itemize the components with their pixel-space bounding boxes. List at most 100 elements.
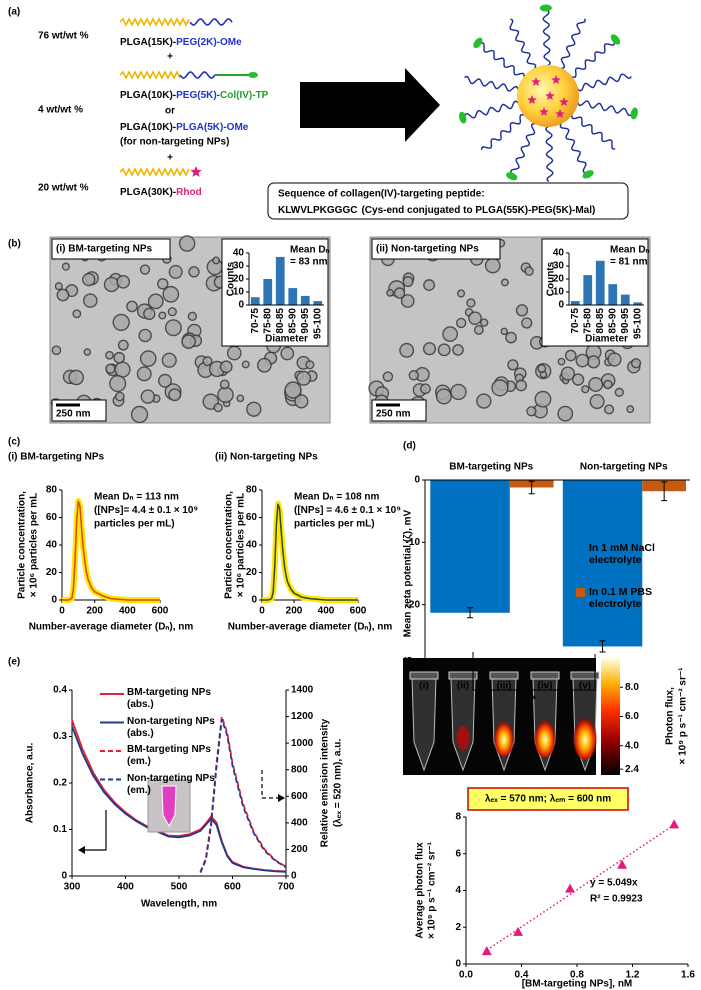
tem-particle — [83, 293, 98, 308]
x-tick-label: 90-95 — [620, 308, 631, 334]
tem-particle — [219, 379, 230, 390]
tem-particle — [604, 404, 615, 415]
rhodamine-star — [555, 109, 565, 118]
y2-tick-label: 800 — [291, 764, 308, 775]
tube-label: (iv) — [538, 681, 553, 692]
panel-label: (a) — [8, 7, 20, 18]
tem-particle — [158, 373, 173, 388]
tem-particle — [500, 327, 509, 336]
y-tick-label: 0 — [238, 300, 244, 311]
annotation: Mean Dₙ = 108 nm — [294, 492, 380, 503]
tem-particle — [571, 373, 585, 386]
y-axis-label: Particle concentration, — [224, 491, 235, 599]
tem-particle — [400, 294, 415, 308]
image-title: (ii) Non-targeting NPs — [376, 244, 479, 255]
tube-label: (i) — [419, 681, 428, 692]
x-tick-label: 600 — [152, 606, 169, 617]
tem-particle — [72, 309, 82, 319]
data-point — [565, 883, 576, 893]
y-tick-label: 8 — [455, 812, 461, 823]
y-tick-label: 0 — [251, 595, 257, 606]
bar — [288, 288, 298, 305]
x-tick-label: 0.0 — [459, 970, 473, 981]
polymer-chain — [119, 70, 181, 80]
y-axis-label: Mean zeta potential (ζ), mV — [403, 509, 414, 637]
tem-particle — [507, 359, 519, 371]
tube-cap — [489, 671, 519, 680]
tem-particle — [491, 379, 509, 397]
tem-particle — [476, 393, 492, 409]
y-axis-label: × 10⁶ particles per mL — [236, 493, 247, 597]
y-tick-label: 6 — [455, 848, 461, 859]
bar — [250, 297, 260, 305]
y-tick-label: 2 — [455, 922, 461, 933]
x-axis-label: Number-average diameter (Dₙ), nm — [29, 622, 194, 633]
tem-particle — [187, 311, 198, 321]
tem-particle — [126, 300, 138, 313]
tem-particle — [588, 376, 604, 392]
annotation: Mean Dₙ — [610, 245, 650, 256]
y2-axis-label: (λₑₓ = 520 nm), a.u. — [333, 739, 344, 828]
y-tick-label: 0.2 — [53, 778, 67, 789]
tem-particle — [521, 317, 533, 329]
tem-particle — [241, 360, 250, 369]
image-title-box — [371, 238, 501, 260]
tem-particle — [500, 278, 509, 287]
peg-chain — [509, 18, 537, 70]
arrow-head — [278, 794, 285, 802]
tem-particle — [213, 402, 223, 413]
tem-particle — [147, 293, 164, 310]
x-tick-label: 400 — [119, 606, 136, 617]
x-tick-label: 95-100 — [312, 308, 323, 340]
tem-particle — [143, 307, 156, 321]
peptide-box — [267, 182, 629, 220]
tem-particle — [452, 344, 464, 356]
tem-particle — [236, 394, 245, 403]
polymer-segment: PEG(2K)-OMe — [176, 37, 242, 48]
image-title: (i) BM-targeting NPs — [56, 244, 153, 255]
weight-fraction: 76 wt/wt % — [38, 31, 89, 42]
bar — [608, 284, 618, 305]
x-tick-label: 0.8 — [570, 970, 584, 981]
rhodamine-star — [545, 91, 555, 100]
colorbar-tick-label: 2.4 — [625, 764, 639, 775]
tem-particle — [157, 278, 169, 290]
y-tick-label: 10 — [553, 287, 565, 298]
peptide-end — [459, 111, 467, 124]
x-axis-label: Diameter — [585, 334, 628, 345]
y2-tick-label: 1400 — [291, 685, 314, 696]
scale-bar-label: 250 nm — [56, 409, 91, 420]
x-tick-label: 200 — [86, 606, 103, 617]
spectrum-line — [199, 716, 287, 873]
data-point — [481, 946, 492, 956]
peg-chain — [179, 71, 216, 79]
tube-label: (iii) — [497, 681, 512, 692]
chart-title: (i) BM-targeting NPs — [8, 452, 105, 463]
bar — [620, 294, 630, 305]
tem-particle — [473, 325, 484, 335]
peptide-note: (Cys-end conjugated to PLGA(55K)-PEG(5K)… — [361, 205, 595, 216]
tem-particle — [402, 276, 414, 288]
rhodamine-star — [551, 75, 561, 84]
tem-particle — [51, 345, 62, 356]
x-tick-label: 200 — [286, 606, 303, 617]
tem-particle — [56, 288, 70, 302]
tem-particle — [162, 285, 180, 303]
polymer-segment: PLGA(10K)- — [120, 122, 176, 133]
tem-particle — [422, 342, 437, 356]
y-tick-label: 0 — [455, 959, 461, 970]
fluorescence — [456, 725, 470, 751]
rhodamine-star — [527, 95, 537, 104]
x-tick-label: 0 — [59, 606, 65, 617]
peg-chain — [480, 113, 526, 150]
polymer-segment: PLGA(5K)-OMe — [176, 122, 249, 133]
trendline — [486, 824, 675, 951]
x-tick-label: 700 — [278, 882, 295, 893]
fluorescence — [573, 716, 597, 760]
x-tick-label: 400 — [318, 606, 335, 617]
tem-particle — [167, 307, 177, 317]
tem-particle — [217, 386, 234, 404]
x-tick-label: 0 — [259, 606, 265, 617]
tem-particle — [466, 298, 476, 308]
tem-particle — [105, 363, 116, 374]
